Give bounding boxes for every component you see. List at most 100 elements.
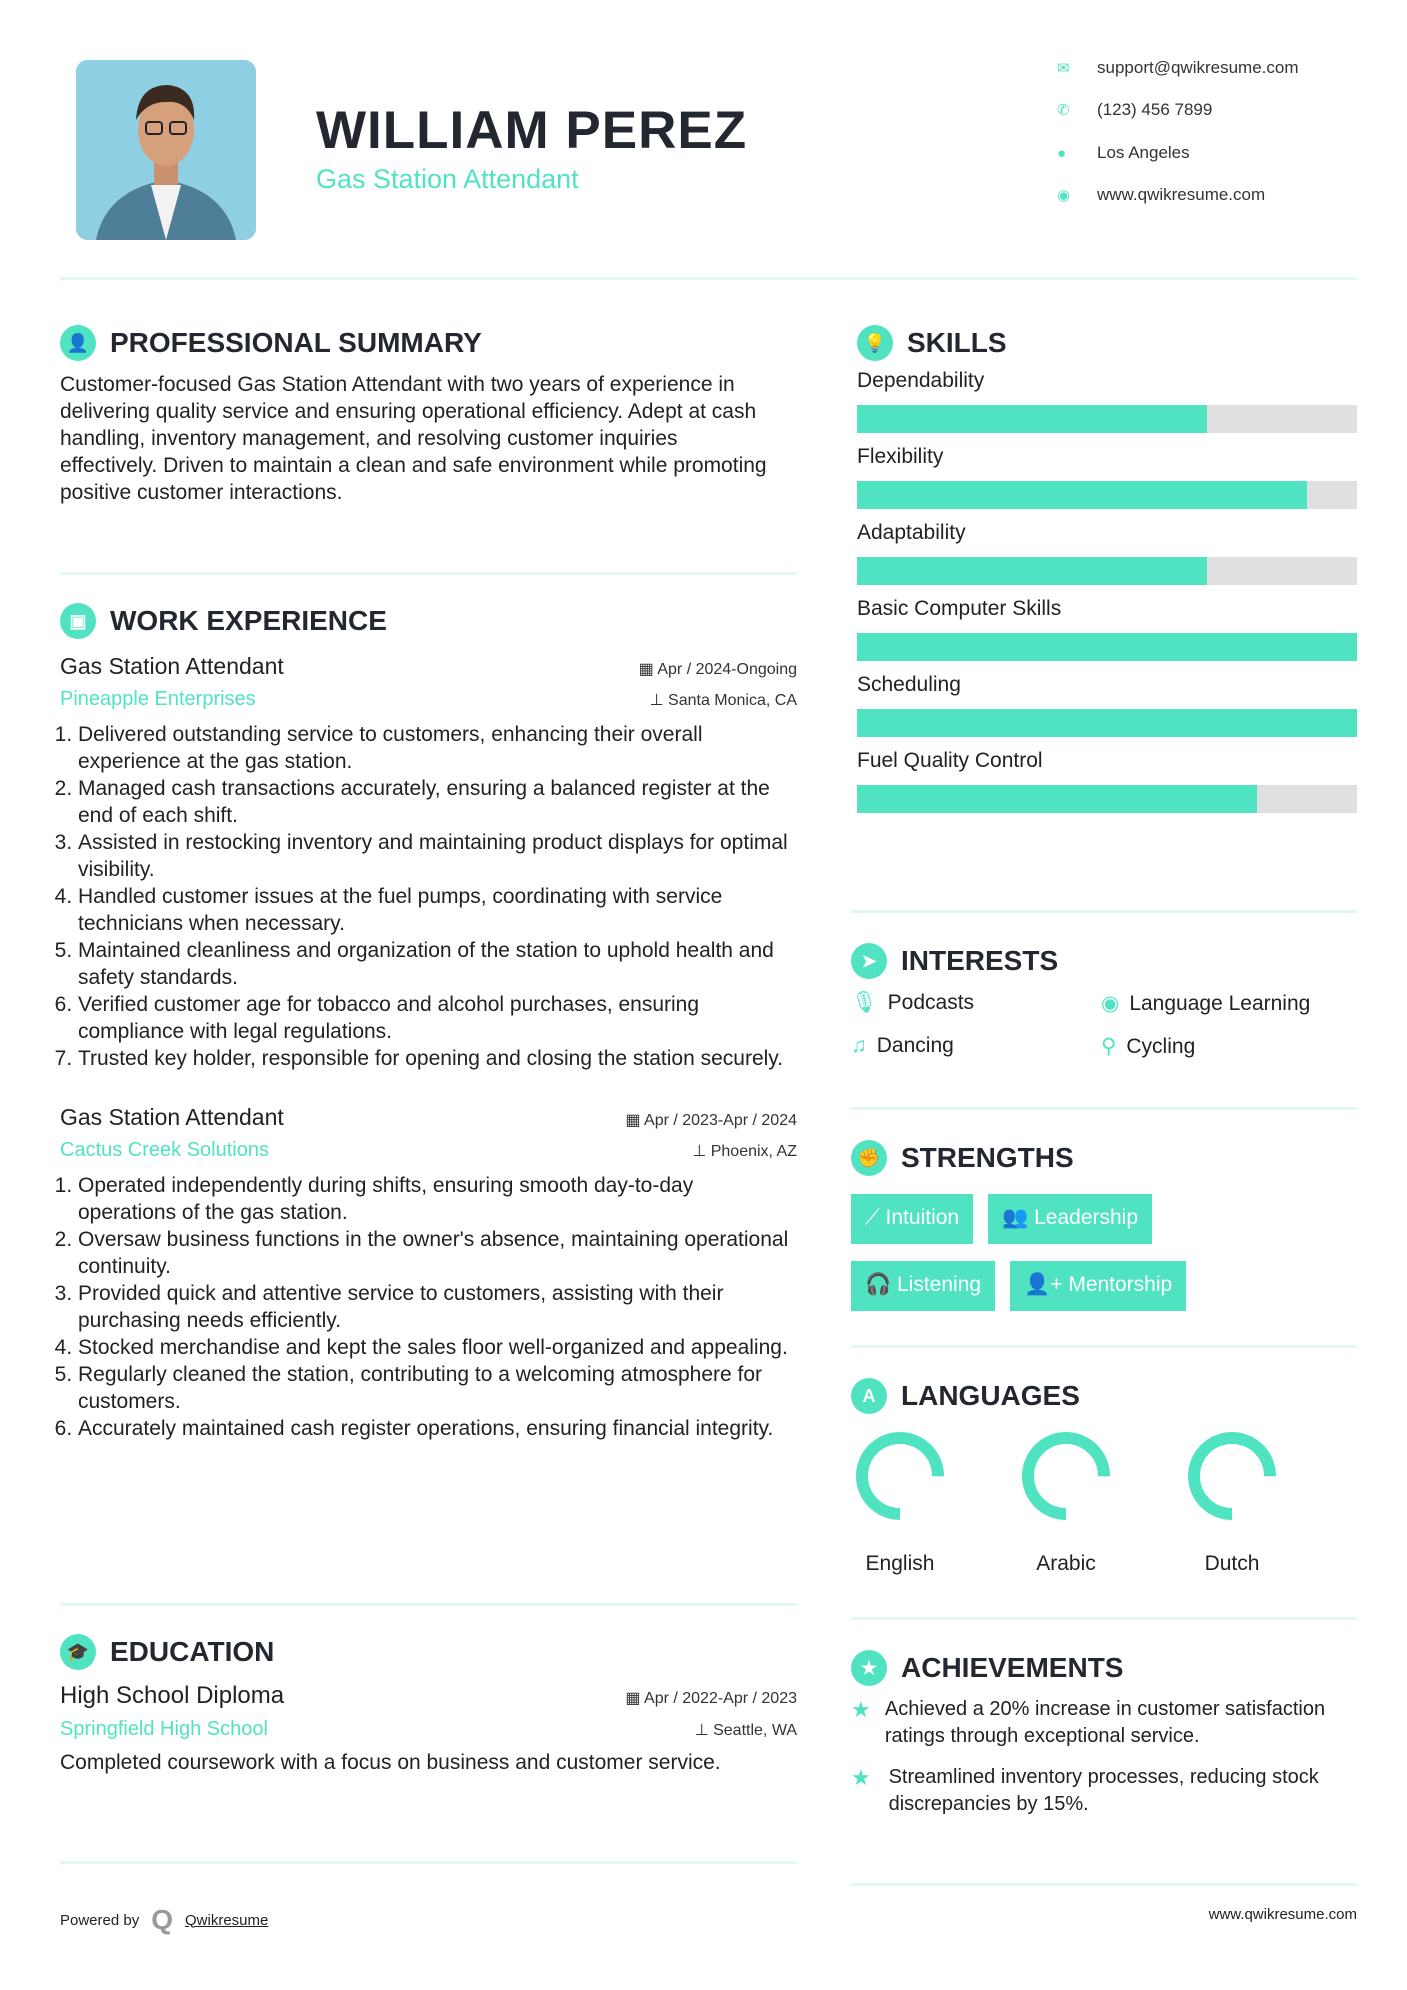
section-heading: SKILLS xyxy=(907,327,1007,358)
skill-bar-fill xyxy=(857,633,1357,661)
skill-bar xyxy=(857,785,1357,813)
skill-bar xyxy=(857,709,1357,737)
qwikresume-logo-icon: Q xyxy=(151,1904,173,1935)
calendar-icon: ▦ xyxy=(638,661,654,678)
language-item: Arabic xyxy=(1022,1432,1110,1576)
section-heading: INTERESTS xyxy=(901,945,1059,976)
skill-bar xyxy=(857,633,1357,661)
education-date: ▦ Apr / 2022-Apr / 2023 xyxy=(625,1690,797,1707)
job-bullet: Verified customer age for tobacco and al… xyxy=(78,991,797,1045)
skill-bar xyxy=(857,405,1357,433)
lightbulb-icon: 💡 xyxy=(857,325,893,361)
interest-item: 🎙 Podcasts xyxy=(851,991,975,1014)
language-ring-arc xyxy=(1022,1432,1110,1520)
headphones-icon: 🎧 xyxy=(865,1273,892,1296)
achievements-section: ★ ACHIEVEMENTS ★ Achieved a 20% increase i… xyxy=(851,1650,1357,1832)
contact-location: ● Los Angeles xyxy=(1057,143,1357,163)
strength-badge: 👤+ Mentorship xyxy=(1010,1261,1187,1311)
divider xyxy=(851,1883,1357,1886)
language-ring xyxy=(1022,1432,1110,1520)
skill-item: Dependability xyxy=(857,369,1357,433)
star-badge-icon: ★ xyxy=(851,1650,887,1686)
interest-item: ◉ Language Learning xyxy=(1101,992,1311,1015)
experience-section: ▣ WORK EXPERIENCE Gas Station Attendant ▦ … xyxy=(60,603,797,1442)
section-heading: STRENGTHS xyxy=(901,1142,1074,1173)
powered-by: Powered by xyxy=(60,1911,140,1929)
company-name: Pineapple Enterprises xyxy=(60,688,256,710)
star-icon: ★ xyxy=(851,1697,871,1722)
strengths-section: ✊ STRENGTHS ⟋ Intuition 👥 Leadership 🎧 List… xyxy=(851,1140,1357,1311)
candidate-name: WILLIAM PEREZ xyxy=(316,101,748,160)
interest-item: ♫ Dancing xyxy=(851,1034,954,1057)
pin-icon: ⊥ xyxy=(649,692,664,709)
job-bullet: Regularly cleaned the station, contribut… xyxy=(78,1361,797,1415)
language-item: English xyxy=(856,1432,944,1576)
summary-section: 👤 PROFESSIONAL SUMMARY Customer-focused G… xyxy=(60,325,797,506)
job-title: Gas Station Attendant xyxy=(60,1104,284,1130)
divider xyxy=(60,572,797,575)
section-heading: WORK EXPERIENCE xyxy=(110,605,387,636)
school: Springfield High School xyxy=(60,1718,268,1740)
paper-plane-icon: ➤ xyxy=(851,943,887,979)
strength-badge: ⟋ Intuition xyxy=(851,1194,974,1244)
job-entry: Gas Station Attendant ▦ Apr / 2024-Ongoin… xyxy=(60,653,797,1072)
translate-icon: A xyxy=(851,1378,887,1414)
users-icon: 👥 xyxy=(1002,1206,1029,1229)
section-heading: LANGUAGES xyxy=(901,1380,1080,1411)
divider xyxy=(851,1617,1357,1620)
language-name: Arabic xyxy=(1036,1552,1096,1575)
skill-bar-fill xyxy=(857,709,1357,737)
music-icon: ♫ xyxy=(851,1034,867,1057)
achievement-item: ★ Achieved a 20% increase in customer sat… xyxy=(851,1696,1357,1750)
language-ring-arc xyxy=(1188,1432,1276,1520)
skill-name: Flexibility xyxy=(857,445,944,468)
skill-bar xyxy=(857,557,1357,585)
briefcase-icon: ▣ xyxy=(60,603,96,639)
divider xyxy=(851,1345,1357,1348)
skill-item: Adaptability xyxy=(857,521,1357,585)
divider xyxy=(60,1861,797,1864)
magic-wand-icon: ⟋ xyxy=(865,1206,880,1229)
job-bullet: Assisted in restocking inventory and mai… xyxy=(78,829,797,883)
location-text: Los Angeles xyxy=(1097,143,1190,162)
skill-name: Scheduling xyxy=(857,673,961,696)
globe-icon: ◉ xyxy=(1057,187,1071,204)
skill-item: Fuel Quality Control xyxy=(857,749,1357,813)
section-heading: PROFESSIONAL SUMMARY xyxy=(110,327,482,358)
job-bullet: Accurately maintained cash register oper… xyxy=(78,1415,797,1442)
interests-section: ➤ INTERESTS 🎙 Podcasts ◉ Language Learning ♫ D… xyxy=(851,943,1357,1059)
language-name: Dutch xyxy=(1204,1552,1260,1575)
education-location: ⊥ Seattle, WA xyxy=(694,1722,797,1739)
achievement-item: ★ Streamlined inventory processes, reduci… xyxy=(851,1764,1357,1818)
language-name: English xyxy=(865,1552,935,1575)
job-bullet: Managed cash transactions accurately, en… xyxy=(78,775,797,829)
website-text: www.qwikresume.com xyxy=(1097,185,1266,204)
contact-email: ✉ support@qwikresume.com xyxy=(1057,58,1357,78)
pin-icon: ⊥ xyxy=(692,1143,707,1160)
candidate-title: Gas Station Attendant xyxy=(316,164,579,194)
section-heading: EDUCATION xyxy=(110,1636,275,1667)
skill-bar xyxy=(857,481,1357,509)
user-icon: 👤 xyxy=(60,325,96,361)
bicycle-icon: ⚲ xyxy=(1101,1035,1117,1058)
job-title: Gas Station Attendant xyxy=(60,653,284,679)
language-ring xyxy=(1188,1432,1276,1520)
education-section: 🎓 EDUCATION High School Diploma ▦ Apr / 20… xyxy=(60,1634,797,1776)
skill-name: Fuel Quality Control xyxy=(857,749,1043,772)
divider xyxy=(60,1603,797,1606)
divider xyxy=(851,1107,1357,1110)
skills-section: 💡 SKILLS Dependability Flexibility Adaptabi… xyxy=(857,325,1357,815)
skill-bar-fill xyxy=(857,785,1257,813)
skill-name: Basic Computer Skills xyxy=(857,597,1062,620)
strength-badge: 👥 Leadership xyxy=(988,1194,1153,1244)
strength-badge: 🎧 Listening xyxy=(851,1261,996,1311)
brand-link[interactable]: Qwikresume xyxy=(185,1911,269,1929)
footer-brand: Powered by Q Qwikresume xyxy=(60,1904,268,1936)
job-bullet: Operated independently during shifts, en… xyxy=(78,1172,797,1226)
microphone-icon: 🎙 xyxy=(851,991,878,1014)
job-bullet: Stocked merchandise and kept the sales f… xyxy=(78,1334,797,1361)
language-ring xyxy=(856,1432,944,1520)
fist-icon: ✊ xyxy=(851,1140,887,1176)
skill-name: Dependability xyxy=(857,369,985,392)
skill-bar-fill xyxy=(857,481,1307,509)
